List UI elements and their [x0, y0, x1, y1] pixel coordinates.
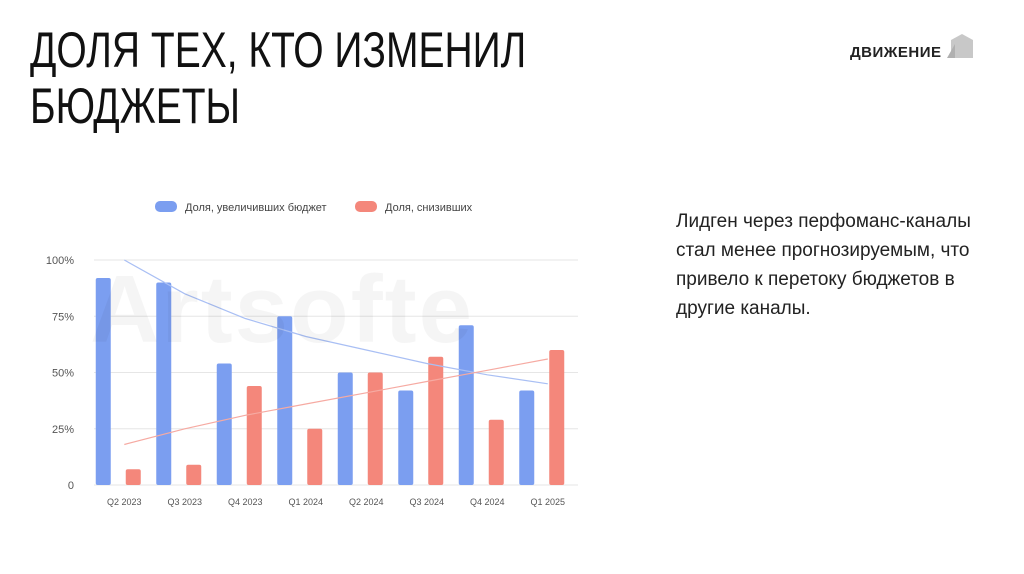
y-tick-label: 100% — [46, 255, 74, 267]
bar-decreased — [549, 350, 565, 485]
trendline-decreased — [124, 358, 548, 446]
trendline-increased — [124, 259, 548, 385]
brand-logo: ДВИЖЕНИЕ — [850, 30, 977, 61]
x-tick-label: Q4 2024 — [470, 497, 505, 507]
bar-increased — [216, 363, 232, 485]
x-tick-label: Q4 2023 — [228, 497, 263, 507]
bar-increased — [337, 372, 353, 485]
slide-title-line-2: БЮДЖЕТЫ — [30, 78, 241, 134]
brand-mark-icon — [947, 34, 974, 58]
x-tick-label: Q2 2024 — [349, 497, 384, 507]
y-tick-label: 0 — [68, 480, 74, 492]
x-tick-label: Q3 2023 — [167, 497, 202, 507]
bar-decreased — [125, 469, 141, 485]
y-tick-label: 25% — [52, 424, 74, 436]
y-tick-label: 75% — [52, 311, 74, 323]
legend-label: Доля, снизивших — [385, 202, 473, 214]
legend-swatch — [155, 201, 177, 212]
slide-description: Лидген через перфоманс-каналы стал менее… — [676, 211, 971, 319]
legend-label: Доля, увеличивших бюджет — [185, 202, 327, 214]
bar-increased — [156, 282, 172, 485]
x-tick-label: Q1 2024 — [288, 497, 323, 507]
x-tick-label: Q3 2024 — [409, 497, 444, 507]
bar-chart: 0 25% 50% 75% 100% Q2 2023 Q3 2023 Q4 2023 Q1 20… — [46, 201, 578, 507]
bar-increased — [95, 278, 111, 485]
x-tick-label: Q1 2025 — [530, 497, 565, 507]
bar-decreased — [367, 372, 383, 485]
bar-decreased — [488, 419, 504, 485]
bar-decreased — [246, 386, 262, 485]
bar-increased — [398, 390, 414, 485]
bar-decreased — [186, 464, 202, 485]
brand-name: ДВИЖЕНИЕ — [850, 43, 942, 61]
slide-title-line-1: ДОЛЯ ТЕХ, КТО ИЗМЕНИЛ — [30, 22, 527, 78]
bar-decreased — [428, 356, 444, 485]
bar-increased — [519, 390, 535, 485]
x-tick-label: Q2 2023 — [107, 497, 142, 507]
y-tick-label: 50% — [52, 368, 74, 380]
slide-title: ДОЛЯ ТЕХ, КТО ИЗМЕНИЛ БЮДЖЕТЫ — [30, 22, 526, 134]
bar-decreased — [307, 428, 323, 485]
bar-increased — [277, 316, 293, 485]
bar-increased — [458, 325, 474, 485]
legend-swatch — [355, 201, 377, 212]
